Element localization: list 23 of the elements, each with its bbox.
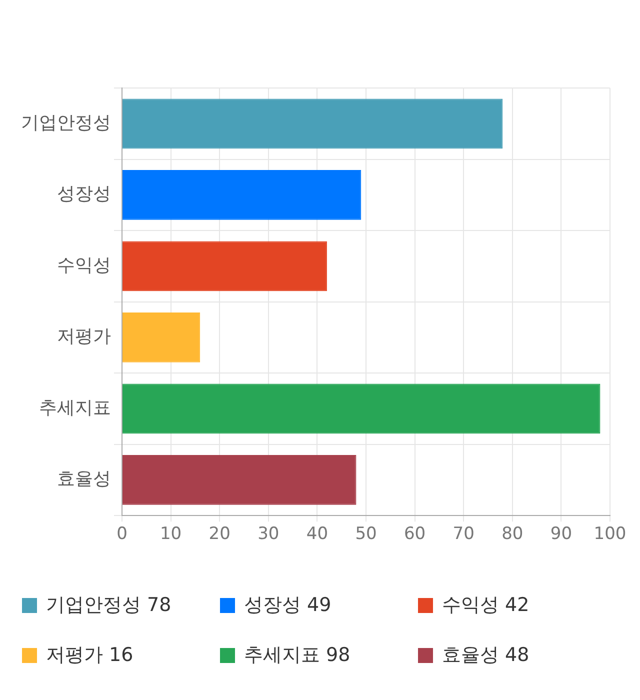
x-tick-label: 10 <box>160 524 182 544</box>
y-tick-label: 추세지표 <box>39 397 111 418</box>
category-label: 저평가 16 <box>46 644 134 666</box>
x-tick-label: 80 <box>502 524 524 544</box>
x-tick-label: 60 <box>404 524 426 544</box>
x-tick-label: 0 <box>116 524 128 544</box>
category-label: 추세지표 98 <box>244 644 350 666</box>
category-label: 기업안정성 78 <box>46 594 172 616</box>
y-tick-label: 성장성 <box>57 184 111 205</box>
y-tick-label: 수익성 <box>57 254 111 276</box>
category-label: 성장성 49 <box>244 594 332 616</box>
x-tick-label: 50 <box>355 524 377 544</box>
x-tick-label: 70 <box>452 524 474 544</box>
x-tick-label: 30 <box>258 524 280 544</box>
category-label: 수익성 42 <box>442 594 530 616</box>
category-label: 효율성 48 <box>442 644 530 666</box>
x-tick-label: 90 <box>550 524 572 544</box>
x-tick-label: 40 <box>306 524 328 544</box>
y-tick-label: 저평가 <box>57 326 111 348</box>
x-tick-label: 20 <box>208 524 230 544</box>
y-tick-label: 효율성 <box>57 468 111 490</box>
y-tick-label: 기업안정성 <box>21 112 111 134</box>
x-tick-label: 100 <box>594 524 626 544</box>
